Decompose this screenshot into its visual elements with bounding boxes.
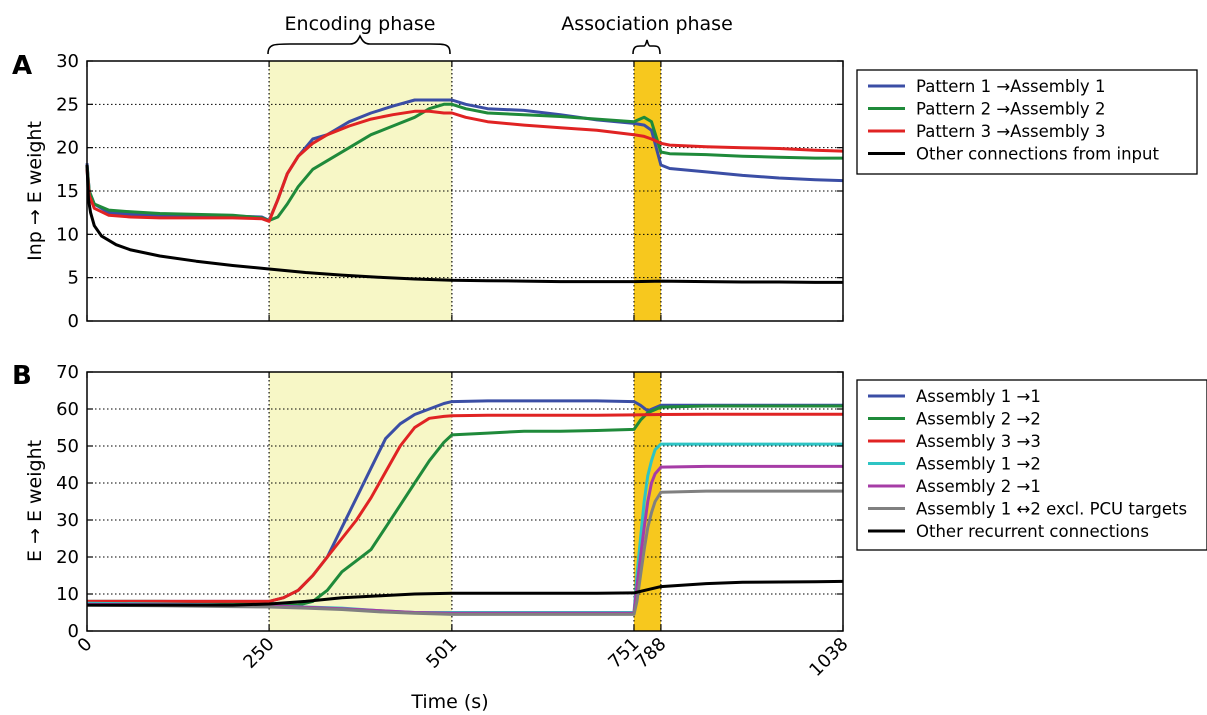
series-line bbox=[87, 412, 843, 603]
panel-a-ylabel: Inp → E weight bbox=[24, 121, 46, 261]
x-tick-label: 501 bbox=[422, 634, 461, 673]
legend-label: Pattern 2 →Assembly 2 bbox=[916, 100, 1105, 119]
legend-label: Assembly 1 ↔2 excl. PCU targets bbox=[916, 500, 1187, 519]
association-phase-label: Association phase bbox=[561, 13, 733, 35]
encoding-brace bbox=[267, 34, 451, 55]
y-tick-label: 20 bbox=[56, 138, 79, 159]
series-line bbox=[87, 399, 843, 603]
y-tick-label: 10 bbox=[56, 224, 79, 245]
legend-label: Assembly 2 →1 bbox=[916, 477, 1041, 496]
y-tick-label: 30 bbox=[56, 510, 79, 531]
panel-b-ylabel: E → E weight bbox=[24, 440, 46, 562]
legend-label: Assembly 3 →3 bbox=[916, 432, 1041, 451]
panel-label-b: B bbox=[12, 361, 32, 391]
series-line bbox=[86, 489, 843, 616]
x-tick-label: 0 bbox=[74, 634, 97, 657]
x-axis-label: Time (s) bbox=[410, 691, 488, 713]
legend-label: Other recurrent connections bbox=[916, 522, 1149, 541]
series-line bbox=[85, 98, 844, 222]
y-tick-label: 25 bbox=[56, 94, 79, 115]
series-line bbox=[85, 109, 844, 223]
legend-box-a bbox=[856, 69, 1198, 175]
x-tick-label: 1038 bbox=[805, 634, 852, 681]
series-line bbox=[87, 404, 843, 607]
association-brace bbox=[632, 39, 661, 55]
series-line bbox=[85, 164, 843, 284]
gridlines bbox=[87, 61, 843, 631]
legend-label: Assembly 1 →2 bbox=[916, 455, 1041, 474]
legend-label: Assembly 2 →2 bbox=[916, 410, 1041, 429]
panel-b-series bbox=[86, 399, 844, 616]
legend-label: Pattern 3 →Assembly 3 bbox=[916, 122, 1105, 141]
y-tick-label: 20 bbox=[56, 547, 79, 568]
y-tick-label: 0 bbox=[68, 621, 79, 642]
legend-box-b bbox=[856, 379, 1207, 551]
y-tick-label: 5 bbox=[68, 268, 79, 289]
legend-panel-b: Assembly 1 →1 Assembly 2 →2 Assembly 3 →3 A… bbox=[856, 379, 1207, 551]
panel-label-a: A bbox=[12, 51, 32, 81]
series-line bbox=[86, 464, 843, 615]
panel-a-series bbox=[85, 98, 844, 284]
y-tick-label: 15 bbox=[56, 181, 79, 202]
legend-label: Other connections from input bbox=[916, 145, 1159, 164]
plot-frame bbox=[86, 371, 844, 632]
y-tick-label: 60 bbox=[56, 399, 79, 420]
y-tick-label: 70 bbox=[56, 362, 79, 383]
legend-label: Assembly 1 →1 bbox=[916, 387, 1041, 406]
x-tick-label: 250 bbox=[239, 634, 278, 673]
y-tick-label: 10 bbox=[56, 584, 79, 605]
series-line bbox=[85, 102, 843, 222]
series-line bbox=[87, 579, 844, 607]
phase-shading bbox=[269, 61, 661, 631]
y-tick-label: 40 bbox=[56, 473, 79, 494]
y-tick-label: 50 bbox=[56, 436, 79, 457]
legend-panel-a: Pattern 1 →Assembly 1 Pattern 2 →Assembly… bbox=[856, 69, 1198, 175]
encoding-phase-label: Encoding phase bbox=[285, 13, 436, 35]
x-tick-label: 788 bbox=[631, 634, 670, 673]
legend-label: Pattern 1 →Assembly 1 bbox=[916, 77, 1105, 96]
y-tick-label: 0 bbox=[68, 311, 79, 332]
series-line bbox=[86, 442, 843, 614]
y-tick-label: 30 bbox=[56, 51, 79, 72]
